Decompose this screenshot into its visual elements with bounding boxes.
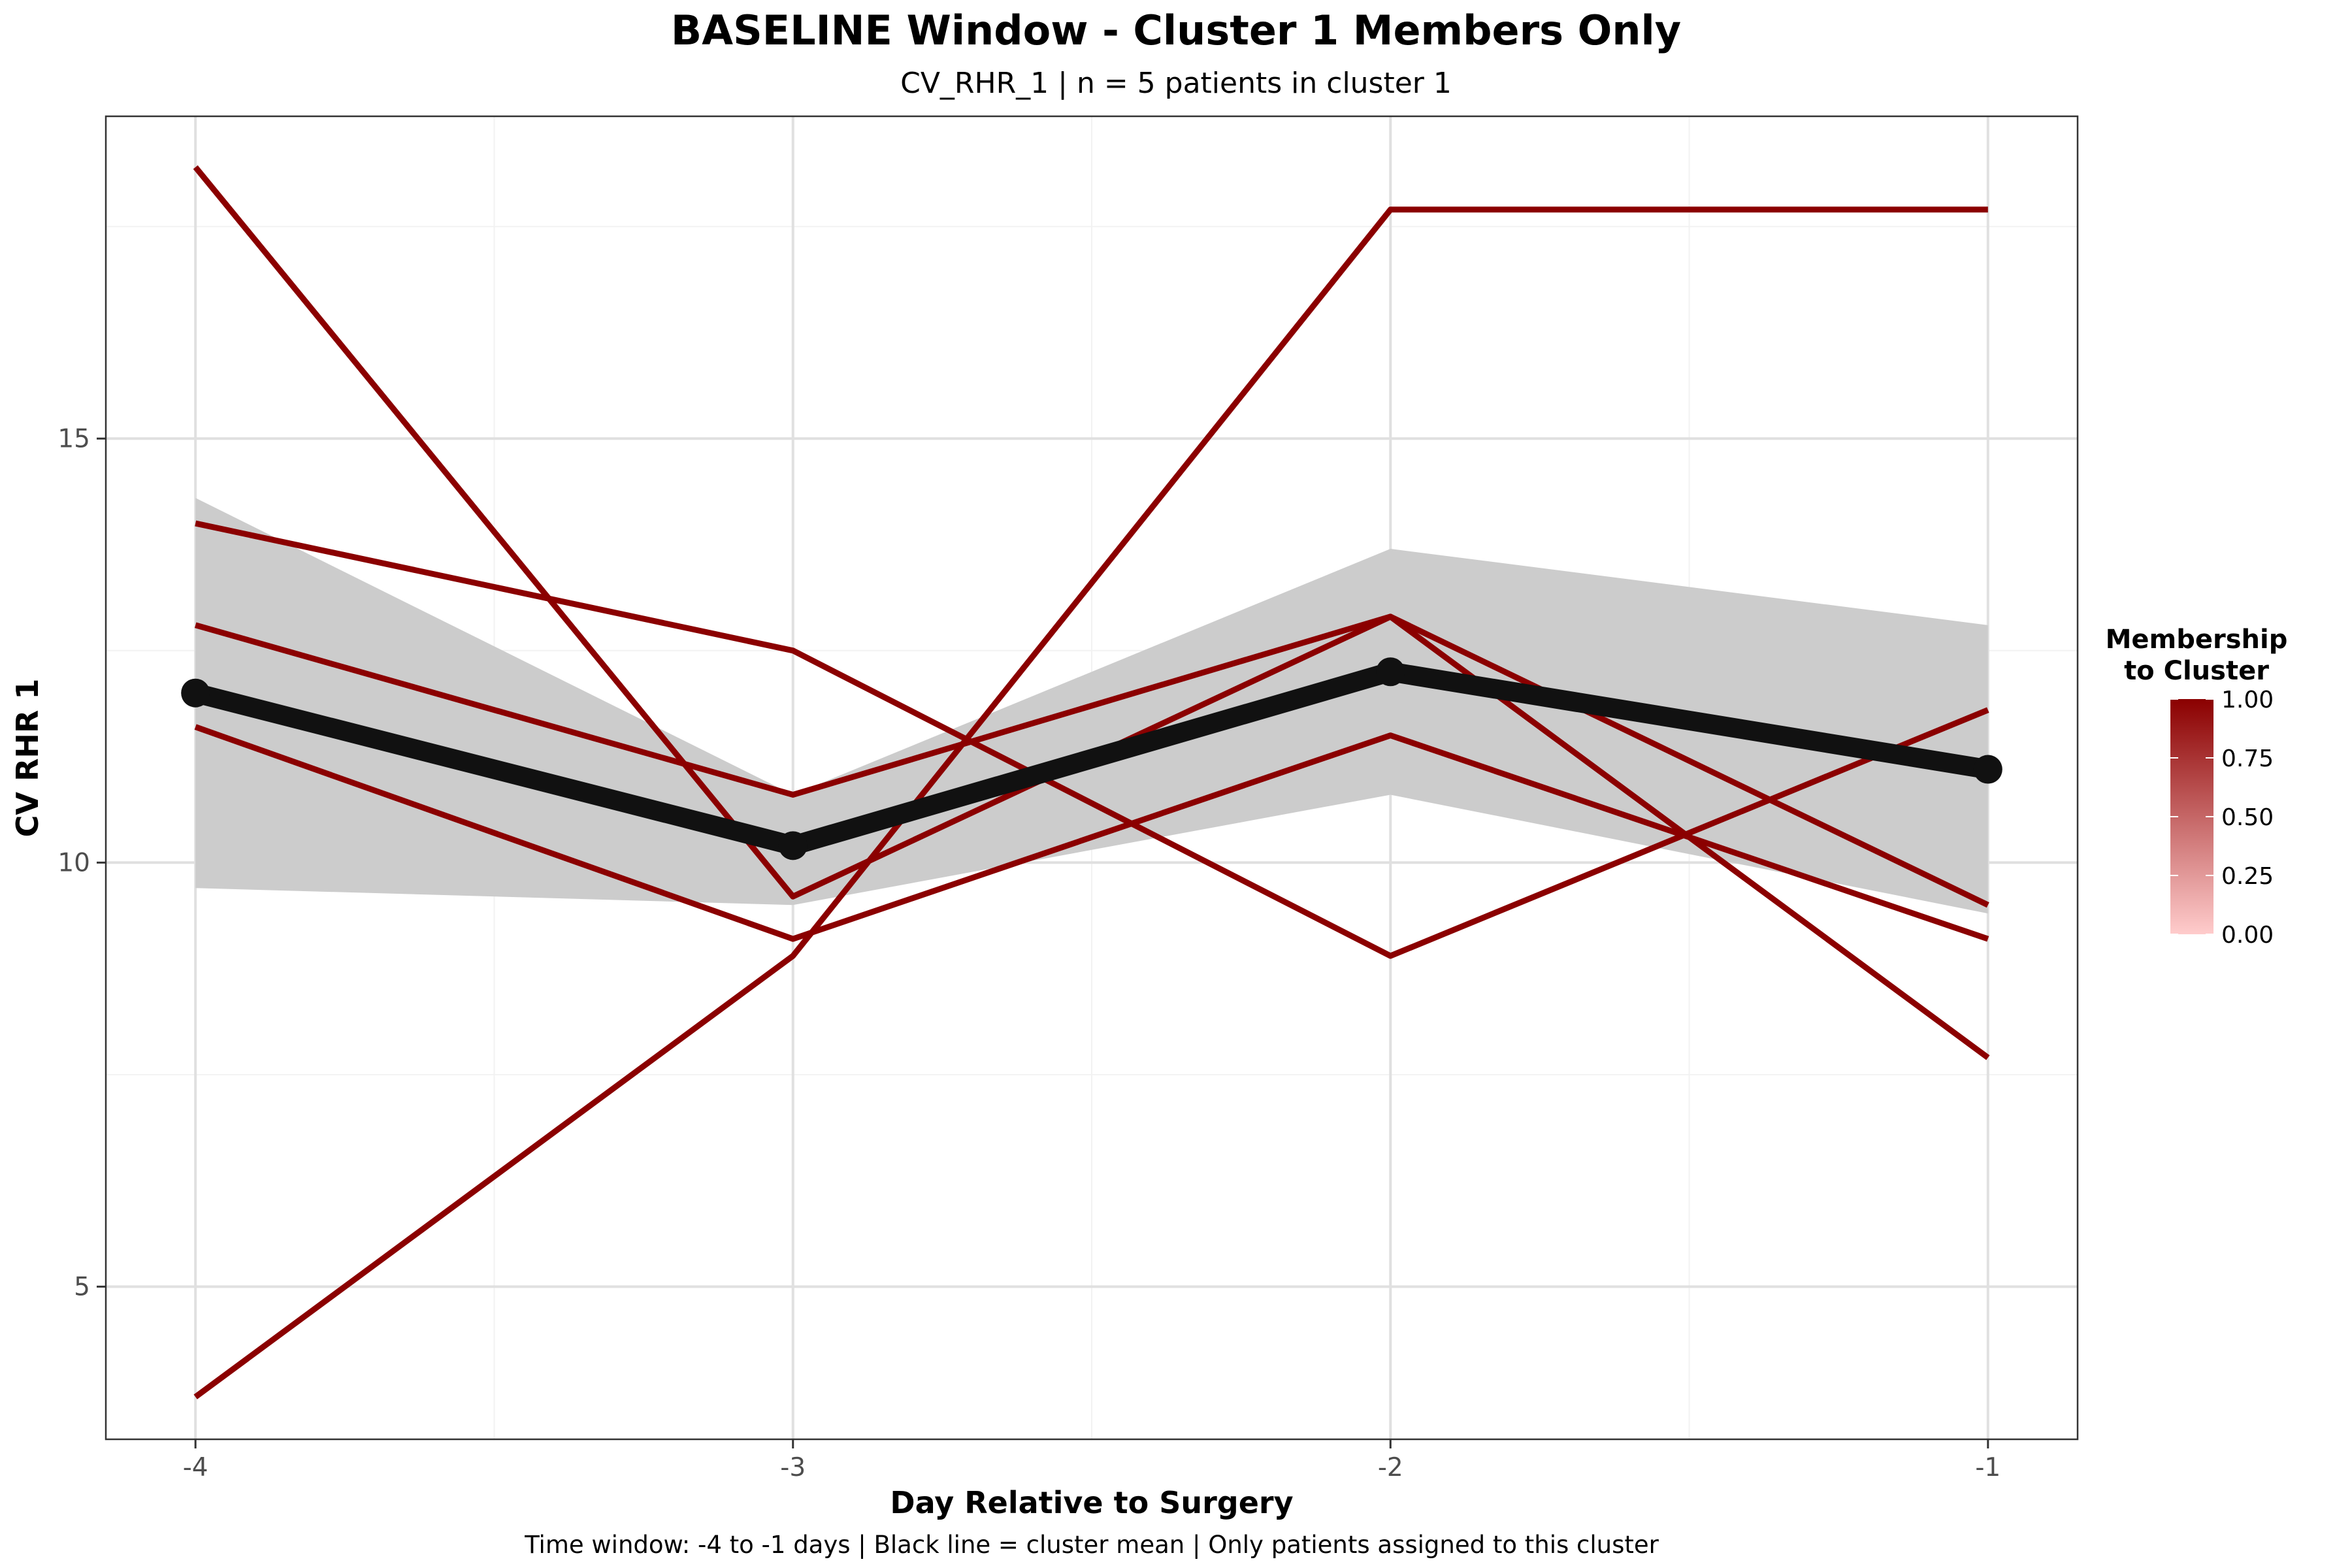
x-tick-label: -2 <box>1378 1453 1403 1482</box>
mean-point <box>1973 755 2002 784</box>
legend-title-line-2: to Cluster <box>2124 656 2269 686</box>
mean-point <box>1376 657 1405 687</box>
chart-caption: Time window: -4 to -1 days | Black line … <box>524 1531 1659 1559</box>
legend-tick-label: 0.75 <box>2221 745 2274 772</box>
series-line-3 <box>194 613 1989 908</box>
mean-point <box>778 831 808 860</box>
y-tick-label: 15 <box>57 424 90 453</box>
plot-border <box>105 115 2079 1441</box>
legend-tick-label: 0.25 <box>2221 863 2274 890</box>
x-tick-label: -3 <box>780 1453 806 1482</box>
mean-point <box>181 678 210 708</box>
mean-line <box>186 662 1998 856</box>
legend-tick-label: 0.00 <box>2221 922 2274 949</box>
legend: Membership to Cluster 1.00 0.75 0.50 0.25 0.… <box>2106 625 2288 949</box>
chart-subtitle: CV_RHR_1 | n = 5 patients in cluster 1 <box>900 67 1452 100</box>
series-line-5 <box>193 206 1988 1399</box>
series-line-4 <box>194 724 1989 942</box>
x-tick-label: -4 <box>183 1453 208 1482</box>
chart-title: BASELINE Window - Cluster 1 Members Only <box>671 7 1681 54</box>
y-axis-title: CV RHR 1 <box>10 679 45 838</box>
y-tick-label: 10 <box>57 848 90 877</box>
legend-tick-label: 0.50 <box>2221 804 2274 831</box>
plot-area: 5 10 15 -4 -3 -2 -1 <box>57 115 2079 1482</box>
legend-tick-label: 1.00 <box>2221 687 2274 713</box>
legend-title-line-1: Membership <box>2106 625 2288 655</box>
y-tick-label: 5 <box>74 1272 90 1301</box>
x-axis-title: Day Relative to Surgery <box>890 1485 1293 1520</box>
x-tick-label: -1 <box>1975 1453 2001 1482</box>
series-line-2 <box>195 520 1989 959</box>
